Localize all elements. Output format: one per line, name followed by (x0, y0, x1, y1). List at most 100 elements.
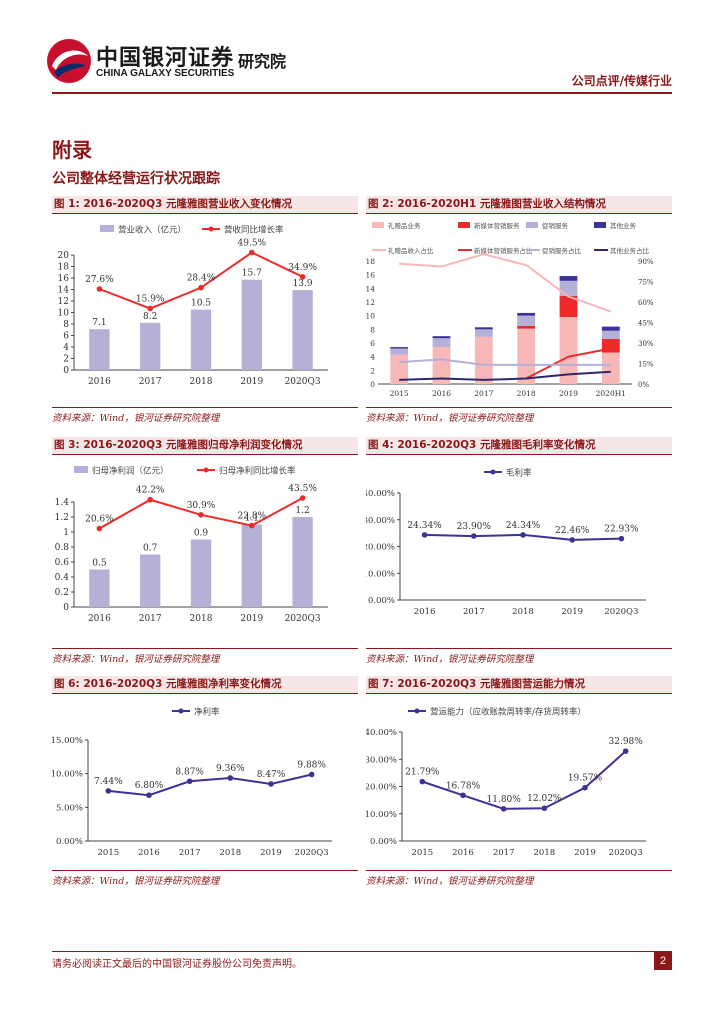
fig4-y-tick-label: 30.00% (366, 516, 395, 526)
fig1-x-tick-label: 2017 (139, 377, 162, 387)
fig2-line (399, 253, 612, 313)
fig7-x-tick-label: 2019 (574, 848, 596, 858)
fig1-y-tick-label: 4 (63, 343, 69, 353)
fig2-y-tick-label: 10 (366, 312, 375, 321)
fig7-line-point (541, 805, 548, 812)
logo-institute: 研究院 (238, 52, 287, 71)
fig7-line-point (500, 806, 507, 812)
fig7-line-label: 11.80% (487, 795, 522, 805)
fig2-legend-swatch (372, 222, 384, 228)
fig2-x-tick-label: 2016 (432, 389, 451, 398)
fig3-title-bar: 图 3: 2016-2020Q3 元隆雅图归母净利润变化情况 (52, 437, 358, 454)
fig1-line-point (147, 305, 153, 312)
fig1-line-label: 27.6% (85, 275, 114, 285)
fig2-source: 资料来源：Wind，银河证券研究院整理 (366, 413, 534, 424)
fig3-line-point (96, 525, 103, 532)
fig1-line-point (96, 286, 103, 292)
fig6-line-point (268, 781, 274, 787)
fig2-y-tick-label: 12 (366, 298, 375, 307)
fig1-line-point (249, 249, 255, 256)
fig7-y-tick-label: 40.00% (366, 728, 397, 738)
fig3-y-tick-label: 1.2 (55, 513, 69, 523)
fig6-x-tick-label: 2019 (260, 848, 282, 858)
fig2-y-tick-label: 6 (370, 339, 375, 348)
fig3-y-tick-label: 0.6 (55, 558, 70, 568)
fig1-source: 资料来源：Wind，银河证券研究院整理 (52, 413, 220, 424)
fig2-legend-label: 新媒体营销服务 (474, 221, 520, 230)
fig2-y2-tick-label: 15% (638, 361, 654, 369)
fig4-line-point (421, 532, 428, 538)
fig7-line-label: 19.57% (568, 774, 603, 784)
fig2-legend-label: 促销服务 (542, 221, 569, 230)
fig2-x-tick-label: 2015 (390, 389, 409, 398)
fig2-bar-segment (517, 325, 536, 329)
fig3-bar (140, 554, 161, 607)
fig7-line-label: 21.79% (405, 768, 440, 778)
fig3-legend-label: 归母净利同比增长率 (219, 466, 296, 477)
fig3-line-point (198, 512, 204, 518)
fig6-line-point (227, 775, 234, 781)
fig2-y2-tick-label: 0% (638, 381, 649, 389)
fig6-line (108, 773, 312, 797)
fig6-bottom-line (52, 870, 358, 871)
fig1-legend-label: 营收同比增长率 (224, 225, 284, 236)
fig4-line-point (569, 537, 575, 543)
fig1-legend-marker (208, 226, 214, 232)
fig2-bar-segment (601, 352, 620, 384)
fig2-legend-swatch (594, 222, 606, 228)
fig3-source: 资料来源：Wind，银河证券研究院整理 (52, 654, 220, 665)
fig3-line-label: 42.2% (136, 486, 165, 496)
fig4-x-tick-label: 2017 (463, 607, 485, 617)
fig2-legend-label: 礼赠品业务 (388, 221, 421, 230)
fig2-bar-segment (432, 336, 451, 339)
fig2-bar-segment (601, 326, 620, 331)
fig3-line-label: 22.8% (238, 512, 267, 522)
fig2-y-tick-label: 8 (370, 325, 375, 334)
fig1-x-tick-label: 2020Q3 (285, 377, 321, 387)
fig2-x-tick-label: 2017 (474, 389, 493, 398)
fig6-line-label: 9.88% (297, 760, 326, 770)
fig3-title: 图 3: 2016-2020Q3 元隆雅图归母净利润变化情况 (54, 439, 303, 451)
fig4-line-point (471, 533, 477, 539)
fig3-title-underline (52, 454, 358, 455)
fig2-y-tick-label: 14 (366, 284, 375, 293)
fig2-y-tick-label: 4 (370, 353, 375, 362)
fig1-y-tick-label: 0 (63, 366, 69, 376)
fig7-line-label: 16.78% (446, 781, 481, 791)
fig7-x-tick-label: 2018 (534, 848, 556, 858)
fig1-x-tick-label: 2018 (190, 377, 213, 387)
fig3-bar-label: 1.1 (245, 514, 259, 524)
fig2-legend-swatch (526, 222, 538, 228)
fig3-bar-label: 1.2 (295, 506, 309, 516)
fig3-bar (89, 569, 110, 607)
fig4-x-tick-label: 2018 (512, 607, 534, 617)
fig1-y-tick-label: 2 (63, 355, 69, 365)
fig3-y-tick-label: 0.4 (55, 573, 70, 583)
fig3-y-tick-label: 1 (63, 528, 69, 538)
fig1-x-tick-label: 2016 (88, 377, 111, 387)
fig2-bar-segment (559, 276, 578, 281)
fig3-bar (190, 539, 212, 607)
fig7-legend-marker (414, 708, 420, 714)
fig1-legend-swatch (100, 225, 114, 232)
fig7-y-tick-label: 0.00% (370, 837, 397, 847)
fig3-line-label: 20.6% (85, 515, 114, 525)
fig6-line-point (186, 778, 193, 785)
galaxy-logo-icon (47, 39, 91, 83)
header-divider (52, 92, 672, 94)
fig7-bottom-line (366, 870, 672, 871)
fig2-legend-label: 其他业务 (610, 221, 637, 230)
fig4-line-point (618, 535, 625, 542)
fig1-line-label: 34.9% (288, 263, 317, 273)
fig1-y-tick-label: 6 (63, 332, 69, 342)
fig2-bar-segment (474, 327, 493, 330)
fig7-x-tick-label: 2017 (493, 848, 515, 858)
fig6-line-point (146, 792, 152, 799)
fig3-bar (241, 524, 262, 607)
fig1-bottom-line (52, 407, 358, 408)
fig4-chart: 毛利率 0.00% 10.00% 20.00% 30.00% 40.00% 2016 2017… (366, 468, 646, 617)
fig7-title-underline (366, 693, 672, 694)
section-title: 附录 (52, 138, 92, 162)
fig7-y-tick-label: 30.00% (366, 755, 397, 765)
